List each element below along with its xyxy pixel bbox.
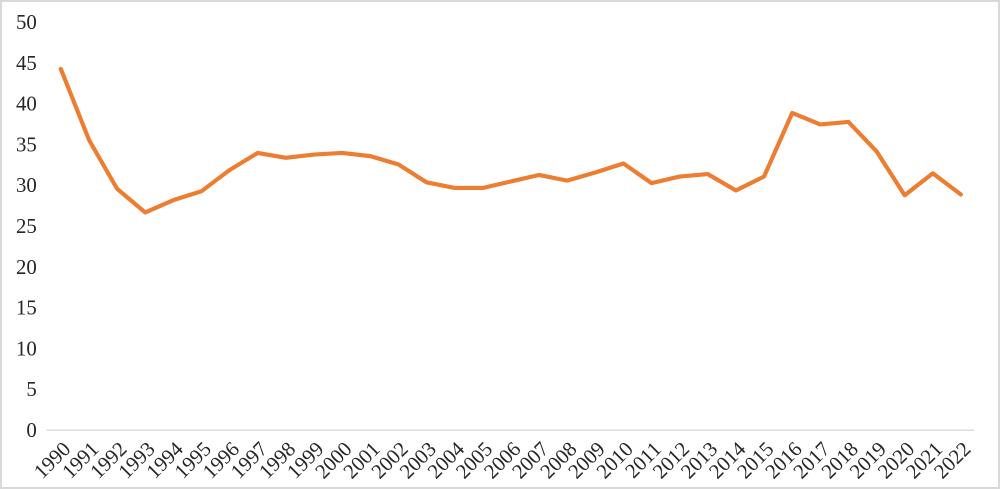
y-tick-label: 30 — [16, 173, 37, 197]
y-tick-label: 50 — [16, 10, 37, 34]
y-tick-label: 45 — [16, 51, 37, 75]
y-tick-label: 35 — [16, 132, 37, 156]
y-tick-label: 40 — [16, 92, 37, 116]
y-tick-label: 10 — [16, 336, 37, 360]
y-tick-label: 5 — [26, 377, 36, 401]
y-tick-label: 0 — [26, 418, 36, 442]
y-tick-label: 20 — [16, 255, 37, 279]
y-tick-label: 15 — [16, 296, 37, 320]
data-series-line — [58, 66, 963, 215]
y-tick-label: 25 — [16, 214, 37, 238]
